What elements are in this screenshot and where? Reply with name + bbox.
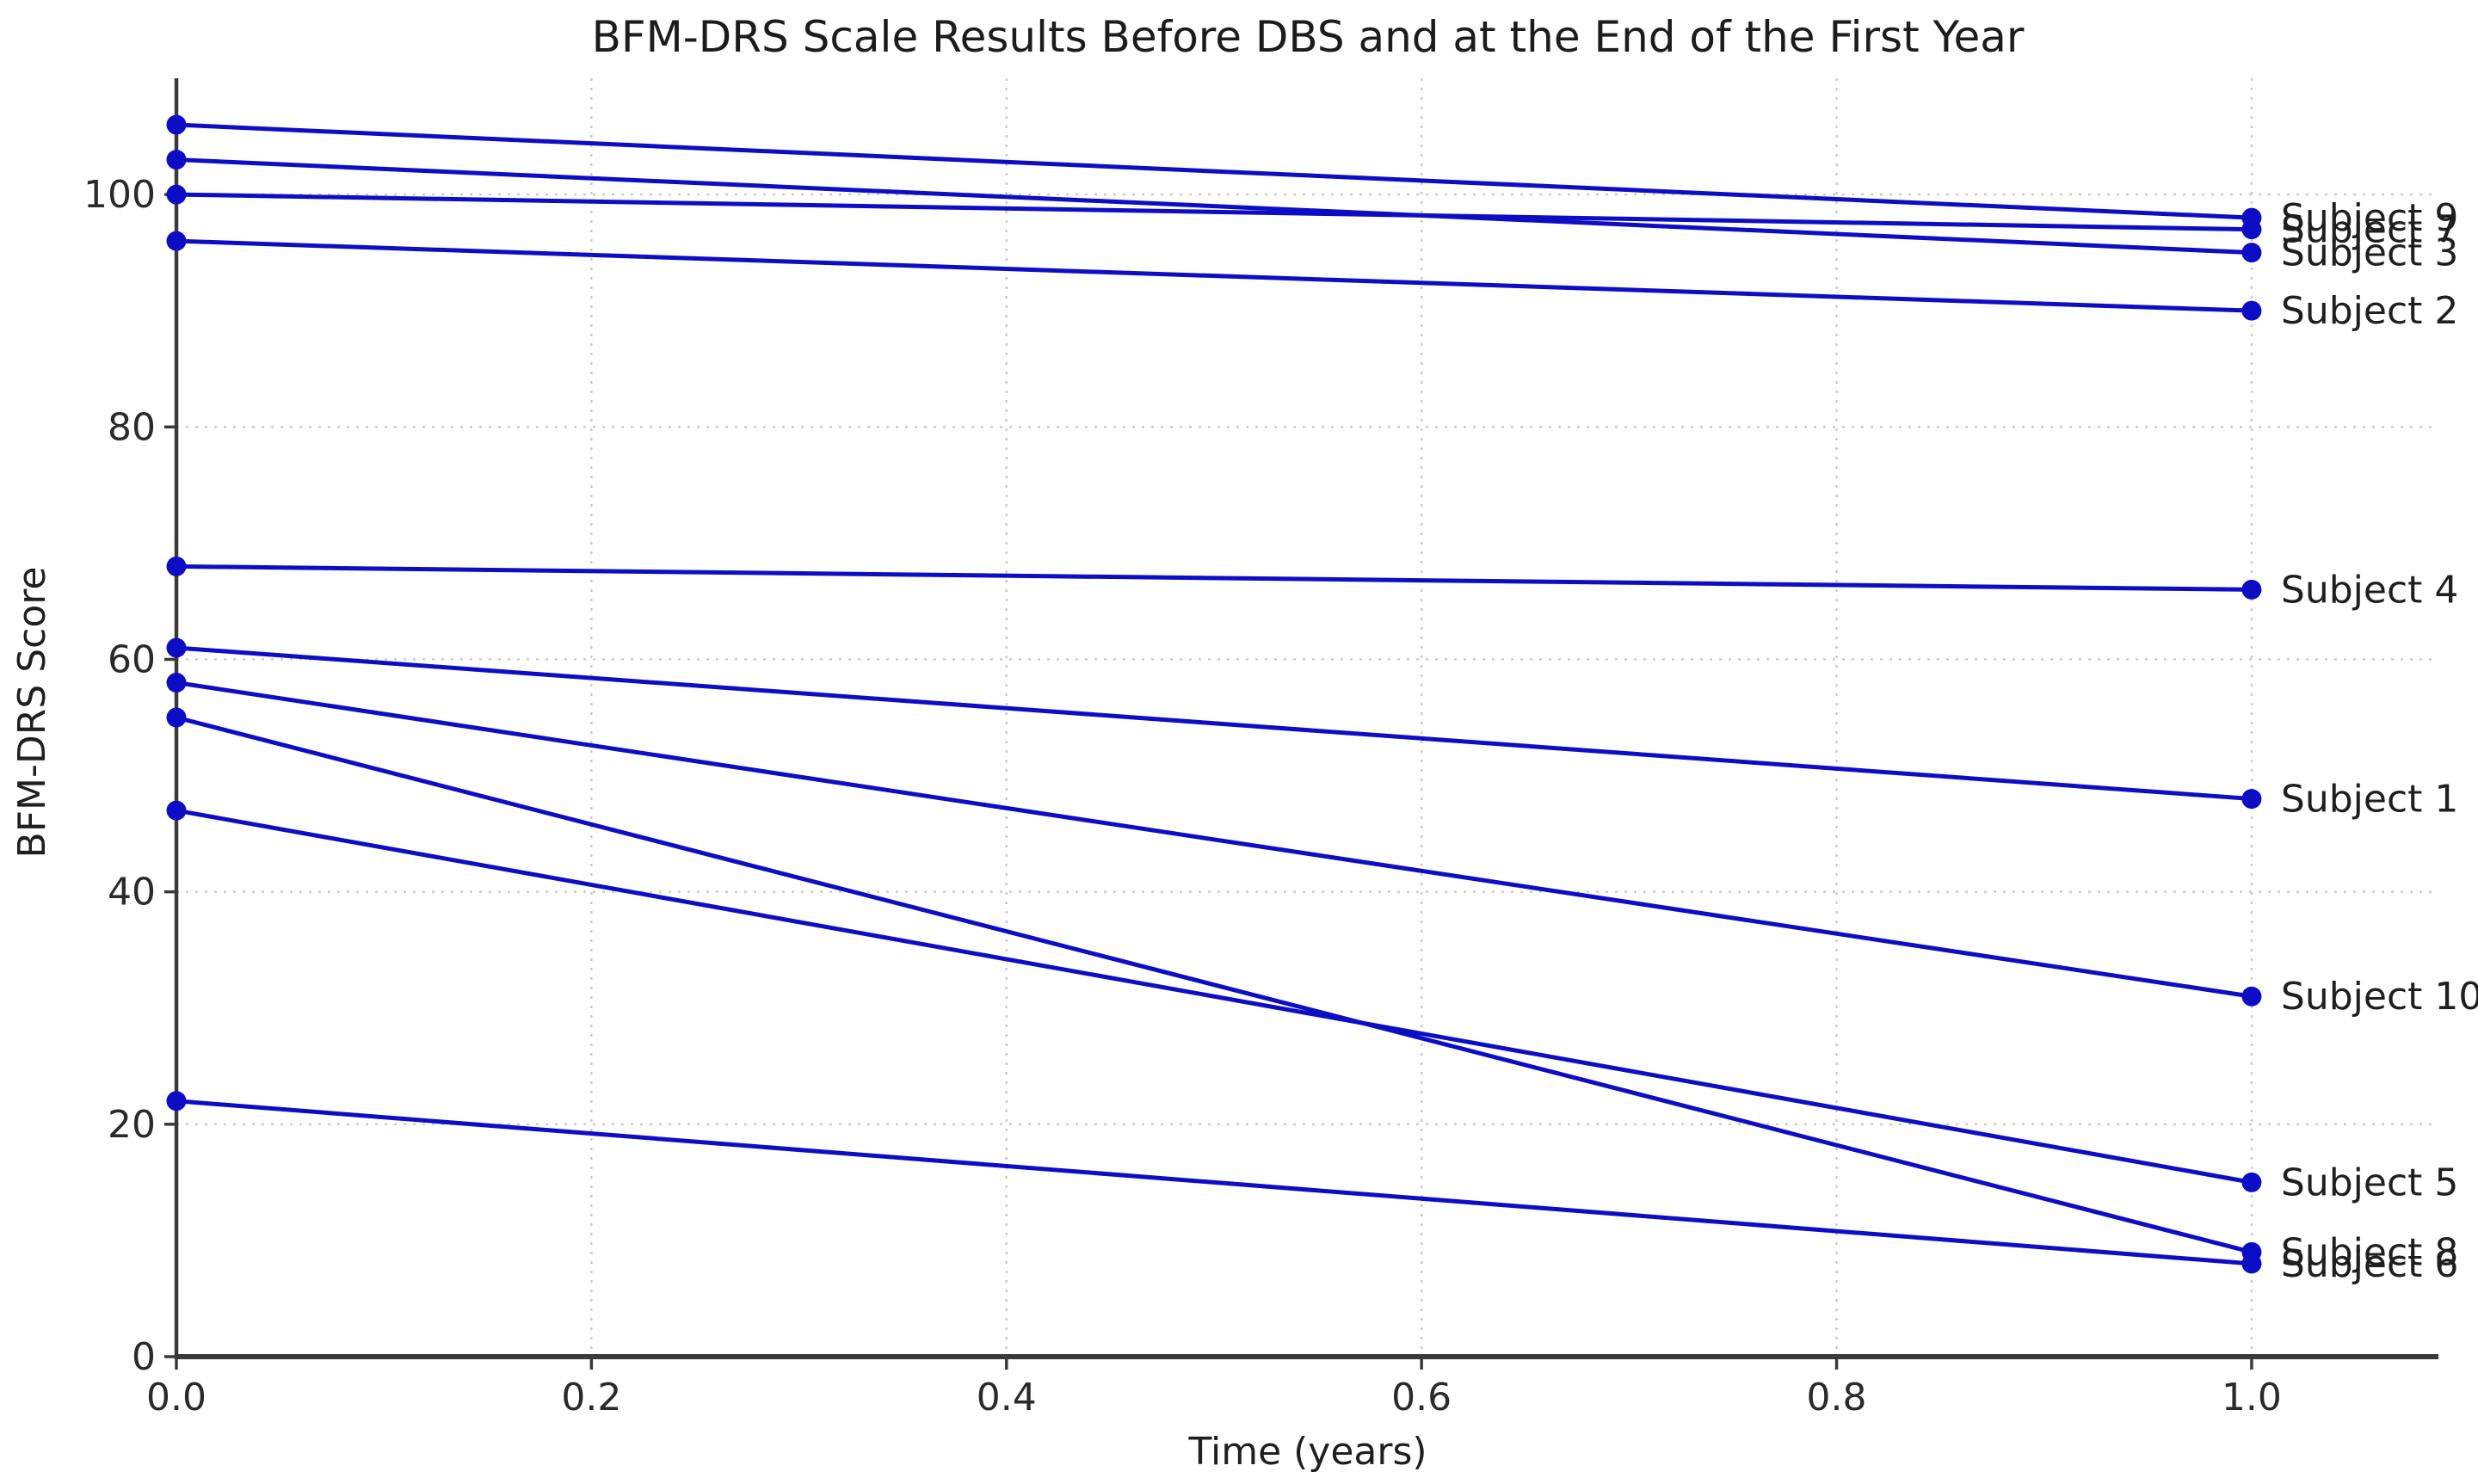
series-label: Subject 4 xyxy=(2281,568,2458,612)
x-tick-label: 0.4 xyxy=(977,1376,1037,1419)
series-label: Subject 6 xyxy=(2281,1242,2458,1286)
series-line xyxy=(174,1099,2254,1266)
series-subject-6: Subject 6 xyxy=(166,1091,2458,1286)
grid-layer xyxy=(176,78,2438,1357)
end-marker xyxy=(2241,1172,2262,1192)
series-label: Subject 7 xyxy=(2281,208,2458,252)
series-layer: Subject 1 Subject 2 Subject 3 Subject 4 Subj… xyxy=(166,114,2478,1286)
series-label: Subject 3 xyxy=(2281,231,2458,275)
series-subject-4: Subject 4 xyxy=(166,556,2458,612)
start-marker xyxy=(166,231,187,251)
series-subject-3: Subject 3 xyxy=(166,150,2458,275)
end-marker xyxy=(2241,579,2262,600)
series-label: Subject 2 xyxy=(2281,289,2458,333)
series-subject-9: Subject 9 xyxy=(166,114,2458,240)
start-marker xyxy=(166,184,187,205)
start-marker xyxy=(166,1091,187,1111)
series-label: Subject 5 xyxy=(2281,1161,2458,1204)
end-marker xyxy=(2241,207,2262,228)
end-marker xyxy=(2241,243,2262,263)
series-line xyxy=(174,680,2254,999)
y-tick-label: 40 xyxy=(108,871,156,914)
series-line xyxy=(174,563,2254,592)
start-marker xyxy=(166,556,187,576)
series-line xyxy=(174,715,2254,1254)
series-label: Subject 10 xyxy=(2281,975,2478,1019)
y-axis-label: BFM-DRS Score xyxy=(10,567,54,859)
x-tick-label: 0.8 xyxy=(1807,1376,1867,1419)
series-subject-1: Subject 1 xyxy=(166,637,2458,822)
series-label: Subject 1 xyxy=(2281,778,2458,822)
series-subject-2: Subject 2 xyxy=(166,231,2458,333)
series-line xyxy=(174,122,2254,220)
series-label: Subject 9 xyxy=(2281,196,2458,240)
series-subject-8: Subject 8 xyxy=(166,707,2458,1274)
start-marker xyxy=(166,150,187,170)
series-line xyxy=(174,645,2254,802)
y-tick-label: 0 xyxy=(132,1335,156,1379)
start-marker xyxy=(166,707,187,728)
y-tick-label: 80 xyxy=(108,405,156,449)
x-axis-label: Time (years) xyxy=(1187,1430,1427,1474)
start-marker xyxy=(166,637,187,658)
end-marker xyxy=(2241,986,2262,1007)
chart-title: BFM-DRS Scale Results Before DBS and at … xyxy=(592,12,2025,62)
series-label: Subject 8 xyxy=(2281,1230,2458,1274)
y-tick-label: 20 xyxy=(108,1103,156,1147)
series-subject-7: Subject 7 xyxy=(166,184,2458,252)
x-tick-label: 0.2 xyxy=(561,1376,621,1419)
x-tick-label: 0.0 xyxy=(146,1376,206,1419)
y-tick-label: 60 xyxy=(108,637,156,681)
series-line xyxy=(174,192,2254,232)
series-line xyxy=(174,238,2254,313)
x-tick-label: 0.6 xyxy=(1391,1376,1452,1419)
start-marker xyxy=(166,672,187,693)
start-marker xyxy=(166,114,187,135)
start-marker xyxy=(166,800,187,821)
y-tick-label: 100 xyxy=(83,173,156,217)
series-line xyxy=(174,157,2254,256)
series-subject-10: Subject 10 xyxy=(166,672,2478,1019)
series-subject-5: Subject 5 xyxy=(166,800,2458,1204)
series-line xyxy=(174,808,2254,1185)
end-marker xyxy=(2241,1241,2262,1262)
x-tick-label: 1.0 xyxy=(2222,1376,2282,1419)
end-marker xyxy=(2241,789,2262,810)
end-marker xyxy=(2241,300,2262,321)
